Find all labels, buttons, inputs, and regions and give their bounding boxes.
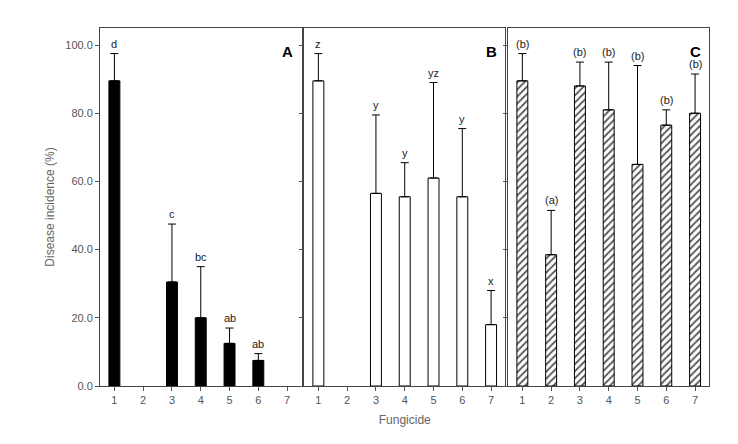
svg-text:x: x xyxy=(488,275,494,287)
svg-text:1: 1 xyxy=(519,394,525,406)
svg-text:6: 6 xyxy=(459,394,465,406)
svg-text:3: 3 xyxy=(169,394,175,406)
svg-text:7: 7 xyxy=(488,394,494,406)
svg-text:y: y xyxy=(373,99,379,111)
svg-text:Disease incidence (%): Disease incidence (%) xyxy=(43,147,57,266)
svg-text:40.0: 40.0 xyxy=(71,243,92,255)
svg-text:6: 6 xyxy=(663,394,669,406)
svg-text:5: 5 xyxy=(634,394,640,406)
svg-text:1: 1 xyxy=(315,394,321,406)
svg-text:A: A xyxy=(282,43,293,60)
svg-text:3: 3 xyxy=(577,394,583,406)
svg-text:ab: ab xyxy=(252,338,264,350)
svg-text:2: 2 xyxy=(140,394,146,406)
svg-text:z: z xyxy=(315,38,321,50)
svg-text:6: 6 xyxy=(255,394,261,406)
svg-text:3: 3 xyxy=(373,394,379,406)
svg-text:(b): (b) xyxy=(660,94,673,106)
svg-text:20.0: 20.0 xyxy=(71,312,92,324)
svg-text:ab: ab xyxy=(224,312,236,324)
svg-text:(b): (b) xyxy=(573,46,586,58)
svg-text:B: B xyxy=(486,43,497,60)
svg-text:bc: bc xyxy=(195,251,207,263)
svg-text:Fungicide: Fungicide xyxy=(379,413,431,427)
svg-text:100.0: 100.0 xyxy=(65,39,93,51)
svg-text:4: 4 xyxy=(402,394,408,406)
svg-text:C: C xyxy=(690,43,701,60)
svg-text:7: 7 xyxy=(284,394,290,406)
svg-text:(b): (b) xyxy=(516,38,529,50)
svg-text:0.0: 0.0 xyxy=(78,380,93,392)
svg-text:yz: yz xyxy=(428,67,439,79)
svg-text:y: y xyxy=(402,147,408,159)
svg-text:d: d xyxy=(111,38,117,50)
svg-text:5: 5 xyxy=(226,394,232,406)
svg-text:y: y xyxy=(459,113,465,125)
svg-text:4: 4 xyxy=(198,394,204,406)
svg-text:60.0: 60.0 xyxy=(71,175,92,187)
svg-text:4: 4 xyxy=(606,394,612,406)
svg-text:c: c xyxy=(169,208,175,220)
svg-text:2: 2 xyxy=(548,394,554,406)
svg-text:1: 1 xyxy=(111,394,117,406)
svg-text:(b): (b) xyxy=(602,46,615,58)
svg-text:80.0: 80.0 xyxy=(71,107,92,119)
svg-text:2: 2 xyxy=(344,394,350,406)
svg-text:(b): (b) xyxy=(631,50,644,62)
svg-text:(b): (b) xyxy=(689,58,702,70)
svg-text:5: 5 xyxy=(430,394,436,406)
svg-text:7: 7 xyxy=(692,394,698,406)
svg-text:(a): (a) xyxy=(545,194,558,206)
